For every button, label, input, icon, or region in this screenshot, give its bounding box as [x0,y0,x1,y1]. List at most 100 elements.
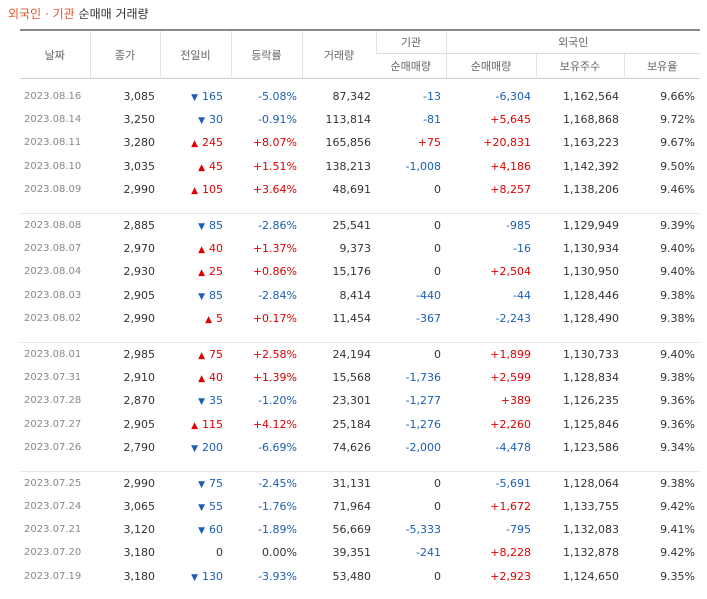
foreign-holdings-cell-value: 1,128,490 [563,311,619,325]
foreign-ratio-cell: 9.36% [624,389,700,412]
institution-net-cell: 0 [376,342,446,366]
down-arrow-icon: ▼ [198,116,205,127]
volume-cell: 31,131 [302,471,376,495]
change-cell-value: 165 [202,90,223,104]
rate-cell: -6.69% [231,436,302,459]
date-cell-value: 2023.07.27 [24,418,82,430]
rate-cell: -1.76% [231,495,302,518]
rate-cell: +0.17% [231,307,302,330]
foreign-ratio-cell-value: 9.41% [660,523,696,537]
change-cell: ▼ 30 [160,108,231,131]
table-row: 2023.07.20 3,180 0 0.00% 39,351 -241 +8,228 1,1… [20,541,700,564]
table-row: 2023.08.11 3,280 ▲ 245 +8.07% 165,856 +75 +20,8… [20,131,700,154]
foreign-holdings-cell-value: 1,125,846 [563,417,619,431]
date-cell-value: 2023.08.10 [24,160,82,172]
foreign-ratio-cell: 9.40% [624,342,700,366]
rate-cell: +2.58% [231,342,302,366]
foreign-holdings-cell: 1,130,733 [536,342,624,366]
date-cell-value: 2023.07.25 [24,477,82,489]
foreign-net-cell-value: -4,478 [495,440,531,454]
rate-cell-value: +2.58% [252,347,297,361]
close-cell-value: 3,065 [123,500,156,514]
foreign-ratio-cell-value: 9.67% [660,136,696,150]
rate-cell-value: -1.20% [258,394,297,408]
foreign-net-cell: -44 [446,284,536,307]
rate-cell-value: +4.12% [252,417,297,431]
institution-net-cell: -2,000 [376,436,446,459]
close-cell-value: 2,970 [123,242,156,256]
foreign-net-cell-value: +8,257 [490,182,531,196]
change-cell: ▲ 75 [160,342,231,366]
table-row: 2023.08.14 3,250 ▼ 30 -0.91% 113,814 -81 +5,645… [20,108,700,131]
institution-net-cell-value: 0 [434,182,441,196]
rate-cell: -2.84% [231,284,302,307]
close-cell-value: 2,985 [123,347,156,361]
foreign-ratio-cell-value: 9.66% [660,90,696,104]
foreign-ratio-cell-value: 9.38% [660,476,696,490]
volume-cell-value: 71,964 [332,500,372,514]
change-cell-value: 115 [202,417,223,431]
foreign-holdings-cell: 1,132,878 [536,541,624,564]
close-cell: 2,910 [90,366,160,389]
up-arrow-icon: ▲ [191,420,198,431]
change-cell-value: 85 [209,219,223,233]
foreign-holdings-cell-value: 1,138,206 [563,182,619,196]
rate-cell: -1.89% [231,518,302,541]
foreign-holdings-cell: 1,132,083 [536,518,624,541]
institution-net-cell: -13 [376,85,446,108]
col-volume-header: 거래량 [301,29,376,79]
foreign-holdings-cell: 1,163,223 [536,131,624,154]
rate-cell-value: -5.08% [258,90,297,104]
rate-cell: 0.00% [231,541,302,564]
foreign-ratio-cell-value: 9.46% [660,182,696,196]
foreign-net-cell: +2,260 [446,412,536,435]
table-row: 2023.08.09 2,990 ▲ 105 +3.64% 48,691 0 +8,257 1,… [20,178,700,201]
foreign-net-cell: +20,831 [446,131,536,154]
foreign-ratio-cell-value: 9.50% [660,159,696,173]
foreign-net-cell: -2,243 [446,307,536,330]
institution-net-cell: -1,277 [376,389,446,412]
date-cell: 2023.08.09 [20,178,90,201]
down-arrow-icon: ▼ [198,479,205,490]
rate-cell-value: -1.76% [258,500,297,514]
volume-cell: 25,184 [302,412,376,435]
volume-cell-value: 39,351 [332,546,372,560]
foreign-net-cell-value: +4,186 [490,159,531,173]
up-arrow-icon: ▲ [191,139,198,150]
group-spacer-cell [20,329,701,343]
col-institution-net-header: 순매매량 [376,53,446,79]
foreign-net-cell-value: -5,691 [495,476,531,490]
foreign-net-cell-value: -16 [513,242,531,256]
volume-cell-value: 25,541 [332,219,372,233]
down-arrow-icon: ▼ [198,526,205,537]
foreign-ratio-cell-value: 9.36% [660,394,696,408]
foreign-holdings-cell-value: 1,123,586 [563,440,619,454]
foreign-holdings-cell: 1,123,586 [536,436,624,459]
foreign-ratio-cell-value: 9.38% [660,311,696,325]
date-cell: 2023.07.24 [20,495,90,518]
group-spacer [20,458,701,472]
rate-cell: +1.39% [231,366,302,389]
foreign-net-cell: -16 [446,237,536,260]
volume-cell: 15,568 [302,366,376,389]
foreign-holdings-cell: 1,126,235 [536,389,624,412]
institution-net-cell-value: -81 [423,113,441,127]
title-institution: 기관 [52,7,75,21]
foreign-ratio-cell: 9.38% [624,284,700,307]
foreign-holdings-cell: 1,138,206 [536,178,624,201]
foreign-ratio-cell: 9.46% [624,178,700,201]
foreign-holdings-cell: 1,125,846 [536,412,624,435]
close-cell: 2,905 [90,412,160,435]
change-cell: ▼ 35 [160,389,231,412]
foreign-net-cell: +2,599 [446,366,536,389]
institution-net-cell: +75 [376,131,446,154]
foreign-holdings-cell: 1,128,064 [536,471,624,495]
change-cell: ▼ 200 [160,436,231,459]
institution-net-cell: 0 [376,178,446,201]
volume-cell: 25,541 [302,213,376,237]
volume-cell: 56,669 [302,518,376,541]
rate-cell-value: -2.84% [258,288,297,302]
foreign-ratio-cell: 9.50% [624,155,700,178]
volume-cell: 23,301 [302,389,376,412]
volume-cell-value: 24,194 [332,347,372,361]
